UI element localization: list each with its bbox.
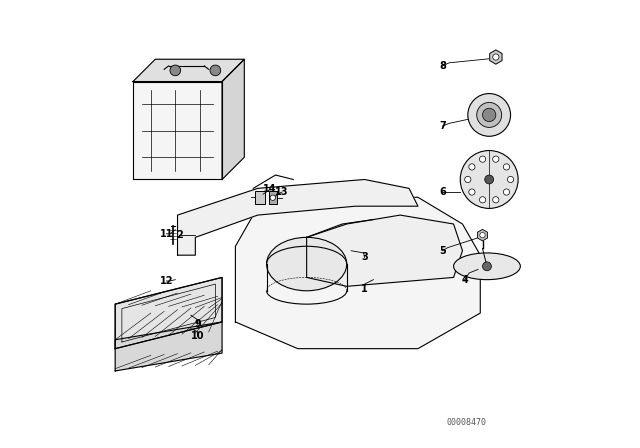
Circle shape bbox=[508, 177, 514, 183]
Circle shape bbox=[479, 156, 486, 162]
Polygon shape bbox=[133, 59, 244, 82]
Text: 2: 2 bbox=[177, 230, 183, 240]
Text: 13: 13 bbox=[275, 187, 289, 197]
Text: 11: 11 bbox=[159, 229, 173, 239]
Bar bbox=[255, 191, 265, 204]
Polygon shape bbox=[177, 180, 418, 255]
Text: 14: 14 bbox=[264, 184, 277, 194]
Ellipse shape bbox=[454, 253, 520, 280]
Circle shape bbox=[468, 164, 475, 170]
Circle shape bbox=[493, 156, 499, 162]
Circle shape bbox=[210, 65, 221, 76]
Circle shape bbox=[484, 175, 493, 184]
Polygon shape bbox=[222, 59, 244, 180]
Polygon shape bbox=[115, 277, 222, 349]
Circle shape bbox=[270, 195, 275, 200]
Circle shape bbox=[468, 94, 511, 136]
Circle shape bbox=[480, 233, 485, 238]
Circle shape bbox=[493, 54, 499, 60]
Text: 5: 5 bbox=[439, 246, 446, 256]
Text: 3: 3 bbox=[361, 252, 368, 263]
Circle shape bbox=[493, 197, 499, 203]
Circle shape bbox=[468, 189, 475, 195]
Bar bbox=[269, 191, 277, 204]
Circle shape bbox=[503, 189, 509, 195]
Circle shape bbox=[479, 197, 486, 203]
Text: 8: 8 bbox=[439, 61, 446, 71]
Circle shape bbox=[465, 177, 471, 183]
Polygon shape bbox=[115, 322, 222, 371]
Text: 9: 9 bbox=[194, 319, 201, 329]
Text: 7: 7 bbox=[439, 121, 446, 131]
Ellipse shape bbox=[267, 237, 347, 291]
Circle shape bbox=[503, 164, 509, 170]
Text: 10: 10 bbox=[191, 331, 204, 341]
Text: 6: 6 bbox=[439, 187, 446, 197]
Circle shape bbox=[483, 108, 496, 121]
Circle shape bbox=[170, 65, 180, 76]
Circle shape bbox=[477, 103, 502, 127]
Circle shape bbox=[483, 262, 492, 271]
Polygon shape bbox=[307, 215, 463, 286]
Text: 1: 1 bbox=[361, 284, 368, 293]
Circle shape bbox=[460, 151, 518, 208]
Text: 4: 4 bbox=[461, 275, 468, 284]
Polygon shape bbox=[133, 82, 222, 180]
Polygon shape bbox=[236, 197, 480, 349]
Text: 12: 12 bbox=[159, 276, 173, 286]
Text: 00008470: 00008470 bbox=[447, 418, 487, 426]
